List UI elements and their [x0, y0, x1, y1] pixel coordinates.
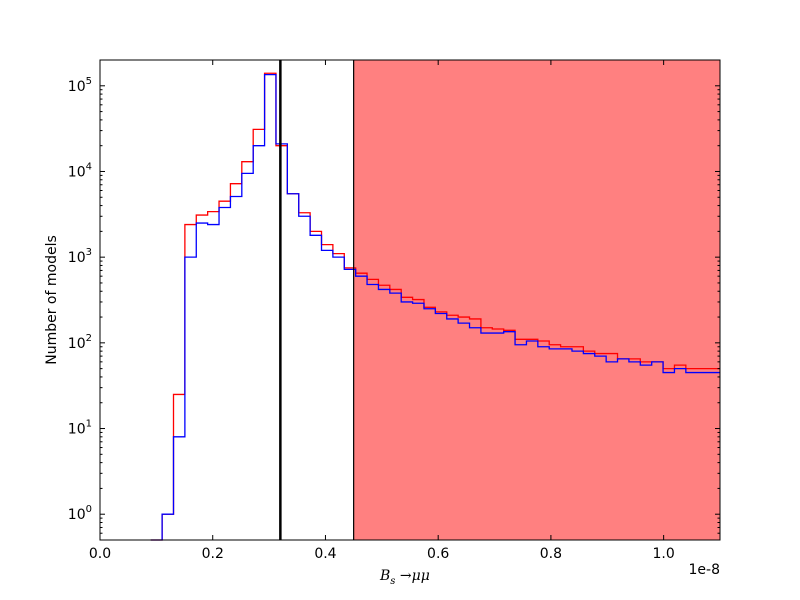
x-axis-ticks: 0.0 0.2 0.4 0.6 0.8 1.0: [89, 60, 675, 562]
x-tick-label: 0.6: [427, 546, 449, 562]
limit-lines: [279, 60, 355, 540]
x-axis-label: Bs →μμ: [379, 568, 430, 587]
y-axis-label: Number of models: [44, 235, 60, 365]
y-axis-ticks: 100 101 102 103 104 105: [68, 59, 720, 541]
y-tick-label: 104: [68, 161, 92, 180]
x-axis-label-sub: s: [390, 576, 395, 587]
x-tick-label: 1.0: [653, 546, 675, 562]
x-axis-label-base: B: [379, 568, 390, 584]
y-tick-label: 103: [68, 247, 92, 266]
histogram-series-2: [150, 73, 720, 541]
x-scale-offset: 1e-8: [689, 562, 720, 578]
histogram-series: [150, 72, 720, 541]
plot-frame: [99, 59, 721, 541]
x-tick-label: 0.0: [89, 546, 111, 562]
x-axis-label-rest: →μμ: [395, 568, 429, 584]
excluded-region: [353, 60, 720, 540]
y-tick-label: 101: [68, 419, 92, 438]
y-tick-label: 100: [68, 504, 92, 523]
y-tick-label: 105: [68, 76, 92, 95]
x-tick-label: 0.2: [202, 546, 224, 562]
y-tick-label: 102: [68, 333, 92, 352]
x-tick-label: 0.4: [314, 546, 336, 562]
x-tick-label: 0.8: [540, 546, 562, 562]
